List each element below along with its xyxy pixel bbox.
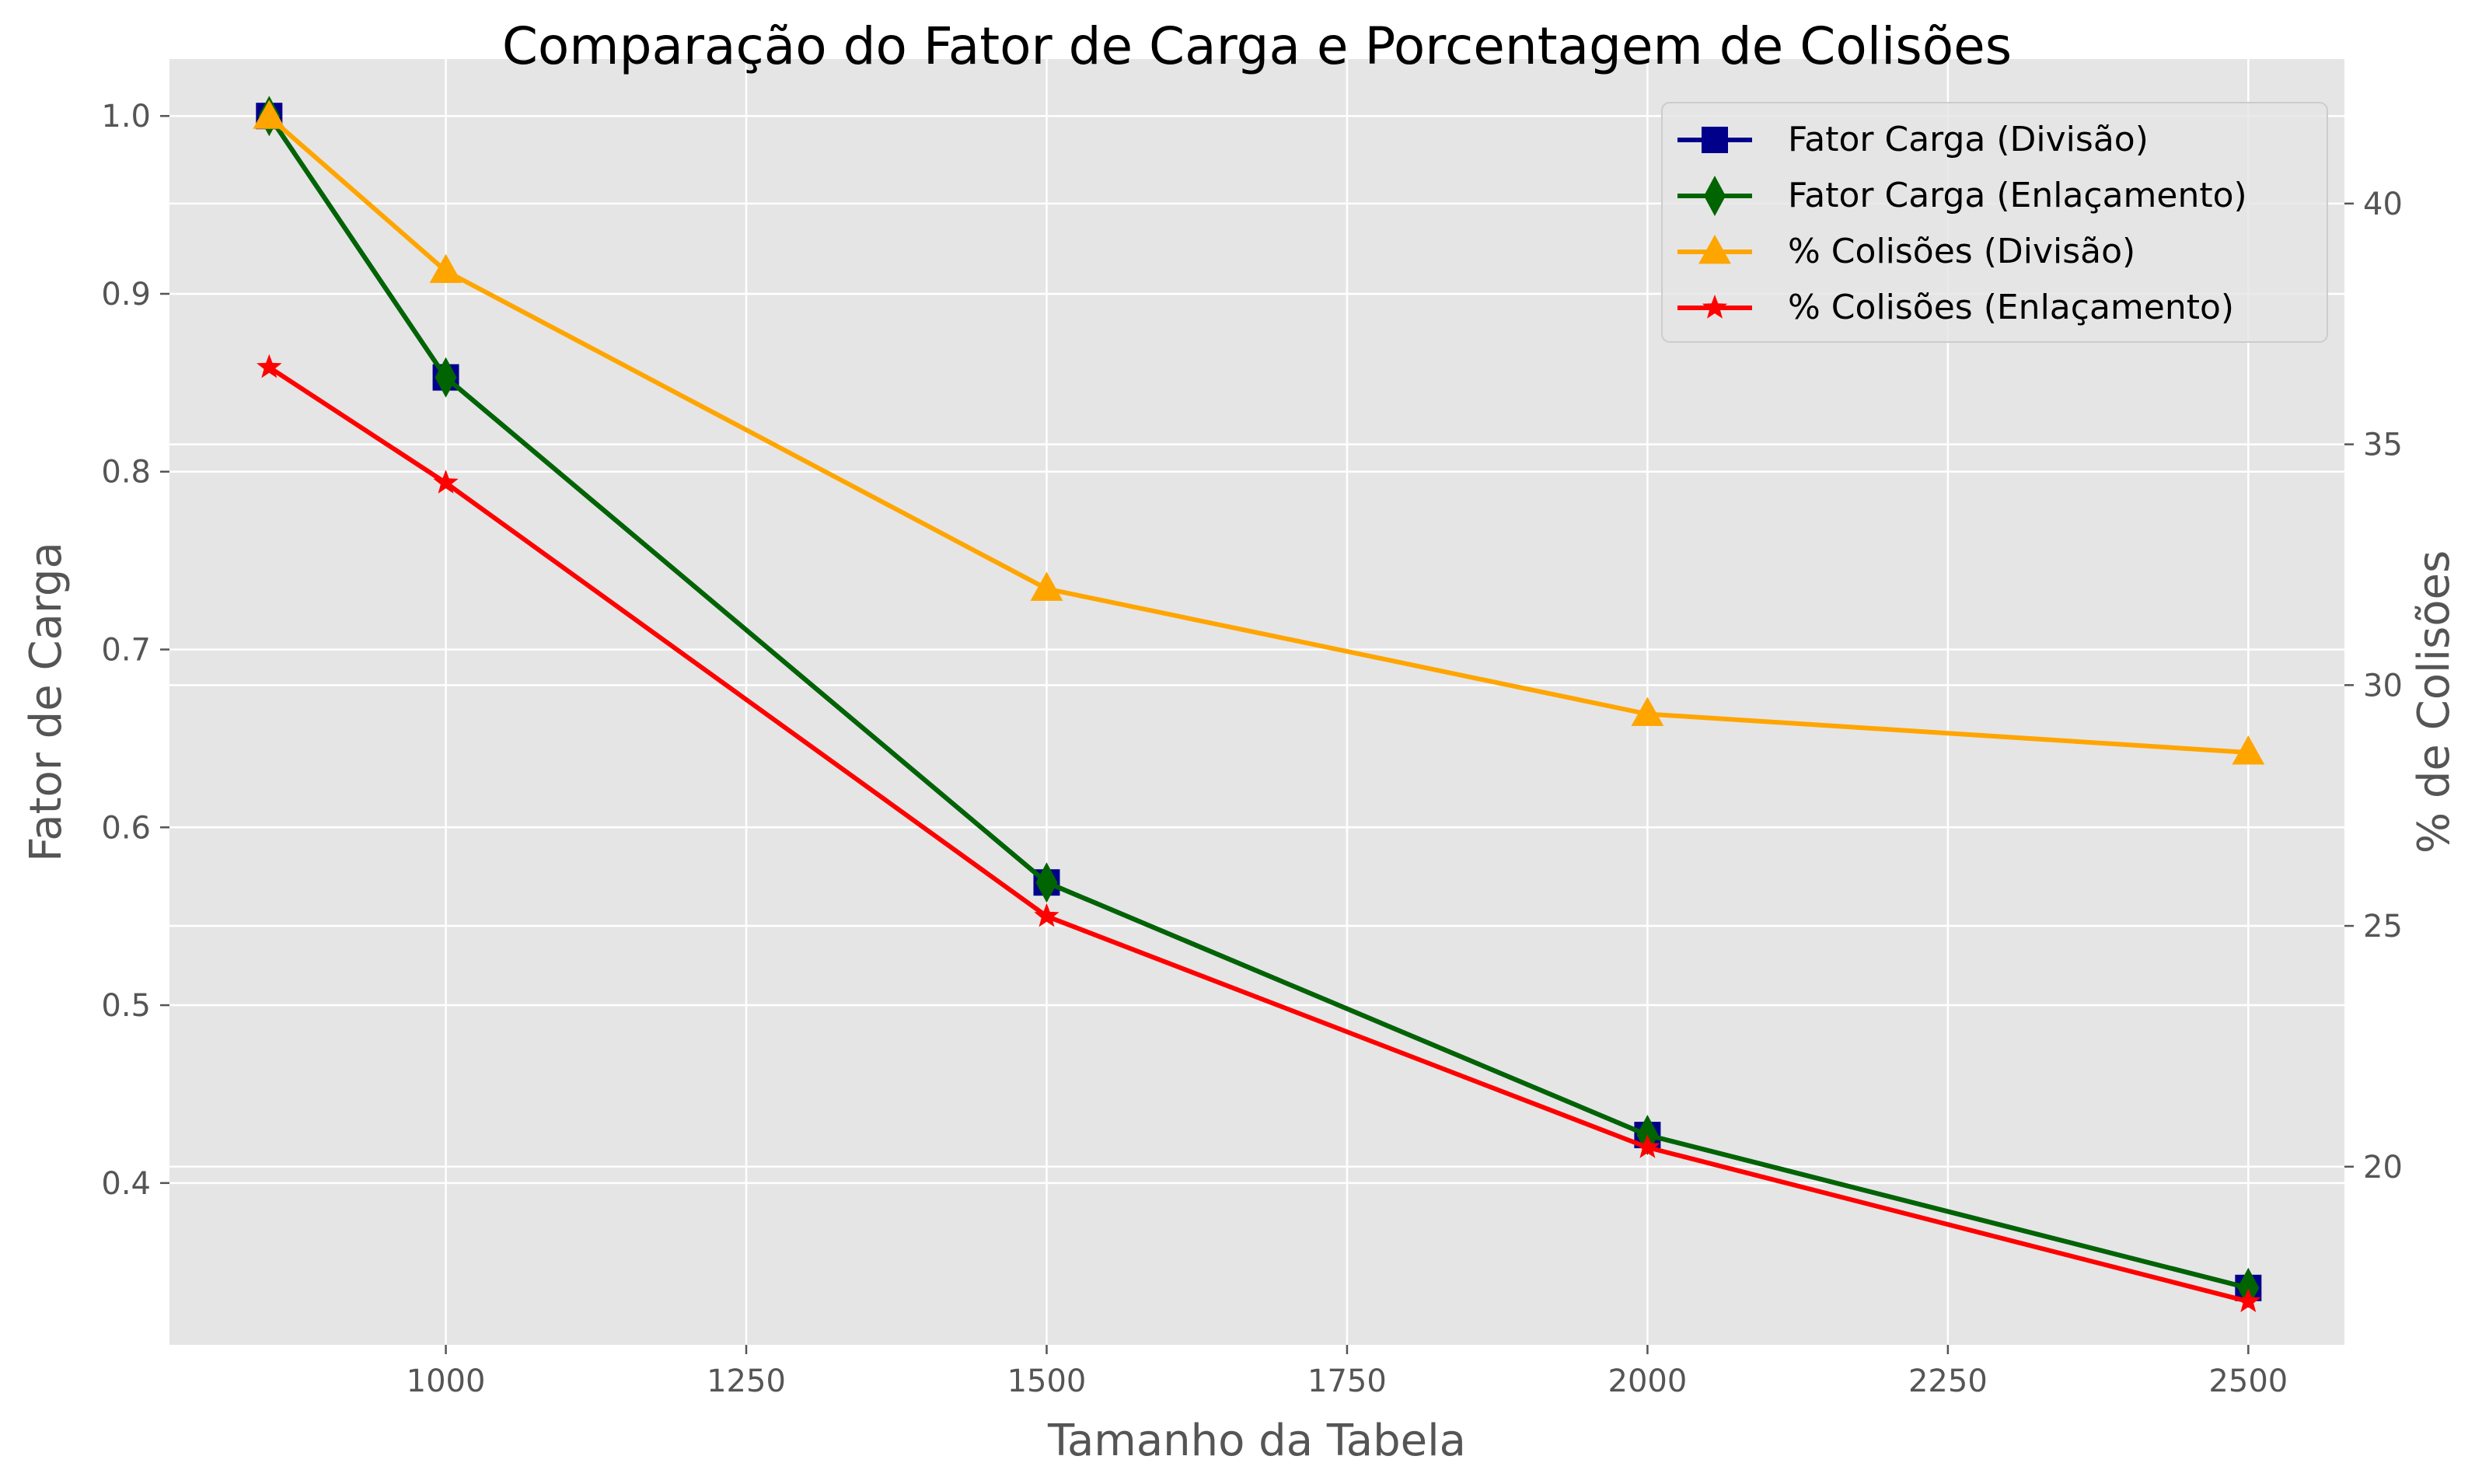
data-point: [435, 357, 457, 398]
legend-marker: [1702, 295, 1728, 319]
y-tick-label: 1.0: [101, 99, 151, 134]
legend-marker: [1702, 127, 1728, 153]
data-point: [1030, 571, 1063, 601]
y-tick-label: 0.6: [101, 810, 151, 846]
legend-box: [1661, 102, 2328, 343]
data-point: [429, 253, 463, 283]
y-axis-title: Fator de Carga: [21, 542, 72, 862]
x-tick-label: 1000: [407, 1364, 486, 1399]
series-colisoes-divisao: [253, 100, 2265, 765]
x-tick-label: 1750: [1307, 1364, 1387, 1399]
y2-tick-label: 25: [2363, 909, 2403, 945]
y-tick-label: 0.8: [101, 455, 151, 491]
y2-tick-label: 20: [2363, 1150, 2403, 1185]
data-point: [253, 100, 286, 129]
x-tick-label: 1500: [1007, 1364, 1087, 1399]
data-point: [1034, 903, 1059, 927]
legend-label-colisoes-divisao: % Colisões (Divisão): [1788, 232, 2135, 271]
data-point: [1635, 1134, 1660, 1158]
y-tick-label: 0.4: [101, 1166, 151, 1202]
y-tick-label: 0.9: [101, 277, 151, 313]
legend-label-colisoes-enlacamento: % Colisões (Enlaçamento): [1788, 288, 2234, 327]
y2-axis-title: % de Colisões: [2409, 550, 2459, 854]
x-tick-label: 1250: [707, 1364, 786, 1399]
y2-tick-label: 30: [2363, 668, 2403, 704]
legend-markers: [1677, 127, 1752, 319]
y-tick-label: 0.5: [101, 988, 151, 1024]
data-point: [1631, 697, 1664, 726]
series-colisoes-enlacamento: [257, 354, 2261, 1312]
x-tick-label: 2500: [2208, 1364, 2288, 1399]
x-tick-label: 2000: [1608, 1364, 1688, 1399]
legend: Fator Carga (Divisão) Fator Carga (Enlaç…: [1661, 102, 2328, 343]
data-point: [2232, 735, 2265, 765]
series-layer: [253, 96, 2265, 1312]
y2-tick-label: 35: [2363, 428, 2403, 463]
legend-label-fator-carga-enlacamento: Fator Carga (Enlaçamento): [1788, 176, 2247, 215]
data-point: [257, 354, 282, 379]
x-tick-label: 2250: [1908, 1364, 1988, 1399]
y-tick-label: 0.7: [101, 633, 151, 669]
x-axis-title: Tamanho da Tabela: [1047, 1416, 1466, 1466]
data-point: [2236, 1288, 2261, 1312]
chart-title: Comparação do Fator de Carga e Porcentag…: [502, 16, 2012, 76]
axis-ticks: 1000 1250 1500 1750 2000 2250 2500 0.4 0.5 0.6 0.7…: [101, 99, 2403, 1399]
legend-marker: [1698, 235, 1731, 264]
data-point: [433, 470, 459, 494]
y2-tick-label: 40: [2363, 187, 2403, 222]
legend-marker: [1704, 176, 1726, 216]
legend-label-fator-carga-divisao: Fator Carga (Divisão): [1788, 120, 2149, 159]
data-point: [1035, 862, 1058, 903]
